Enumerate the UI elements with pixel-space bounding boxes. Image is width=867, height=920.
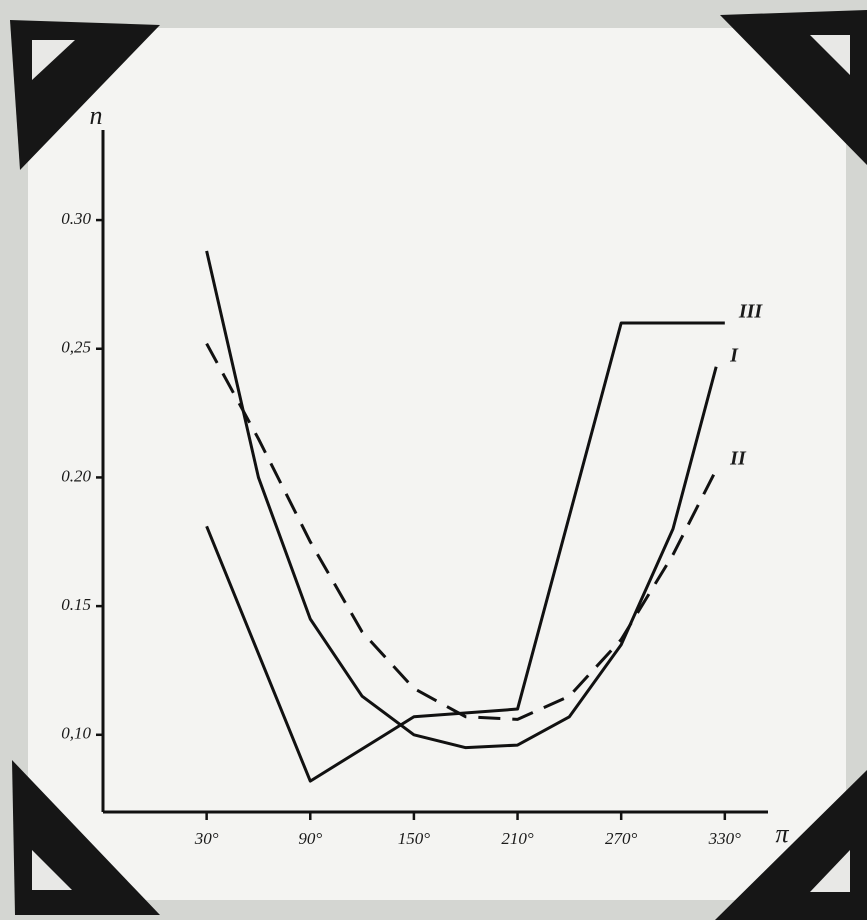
series-label: I — [729, 344, 739, 366]
y-tick-label: 0.20 — [61, 466, 91, 485]
y-tick-label: 0.15 — [61, 595, 91, 614]
x-tick-label: 210° — [501, 829, 534, 848]
x-tick-label: 90° — [298, 829, 322, 848]
series-label: III — [738, 301, 764, 323]
series-label: II — [729, 447, 747, 469]
y-axis-title: n — [90, 101, 103, 130]
x-tick-label: 30° — [194, 829, 219, 848]
x-tick-label: 150° — [398, 829, 431, 848]
x-tick-label: 330° — [708, 829, 742, 848]
y-tick-label: 0,10 — [61, 724, 91, 743]
y-tick-label: 0,25 — [61, 338, 91, 357]
x-axis-title: π — [775, 819, 789, 848]
y-tick-label: 0.30 — [61, 209, 91, 228]
photo: n π 0,10 0.15 0.20 0,25 0.30 30° 90° 150° 210° 27… — [0, 0, 867, 920]
x-tick-label: 270° — [605, 829, 638, 848]
paper — [28, 28, 846, 900]
